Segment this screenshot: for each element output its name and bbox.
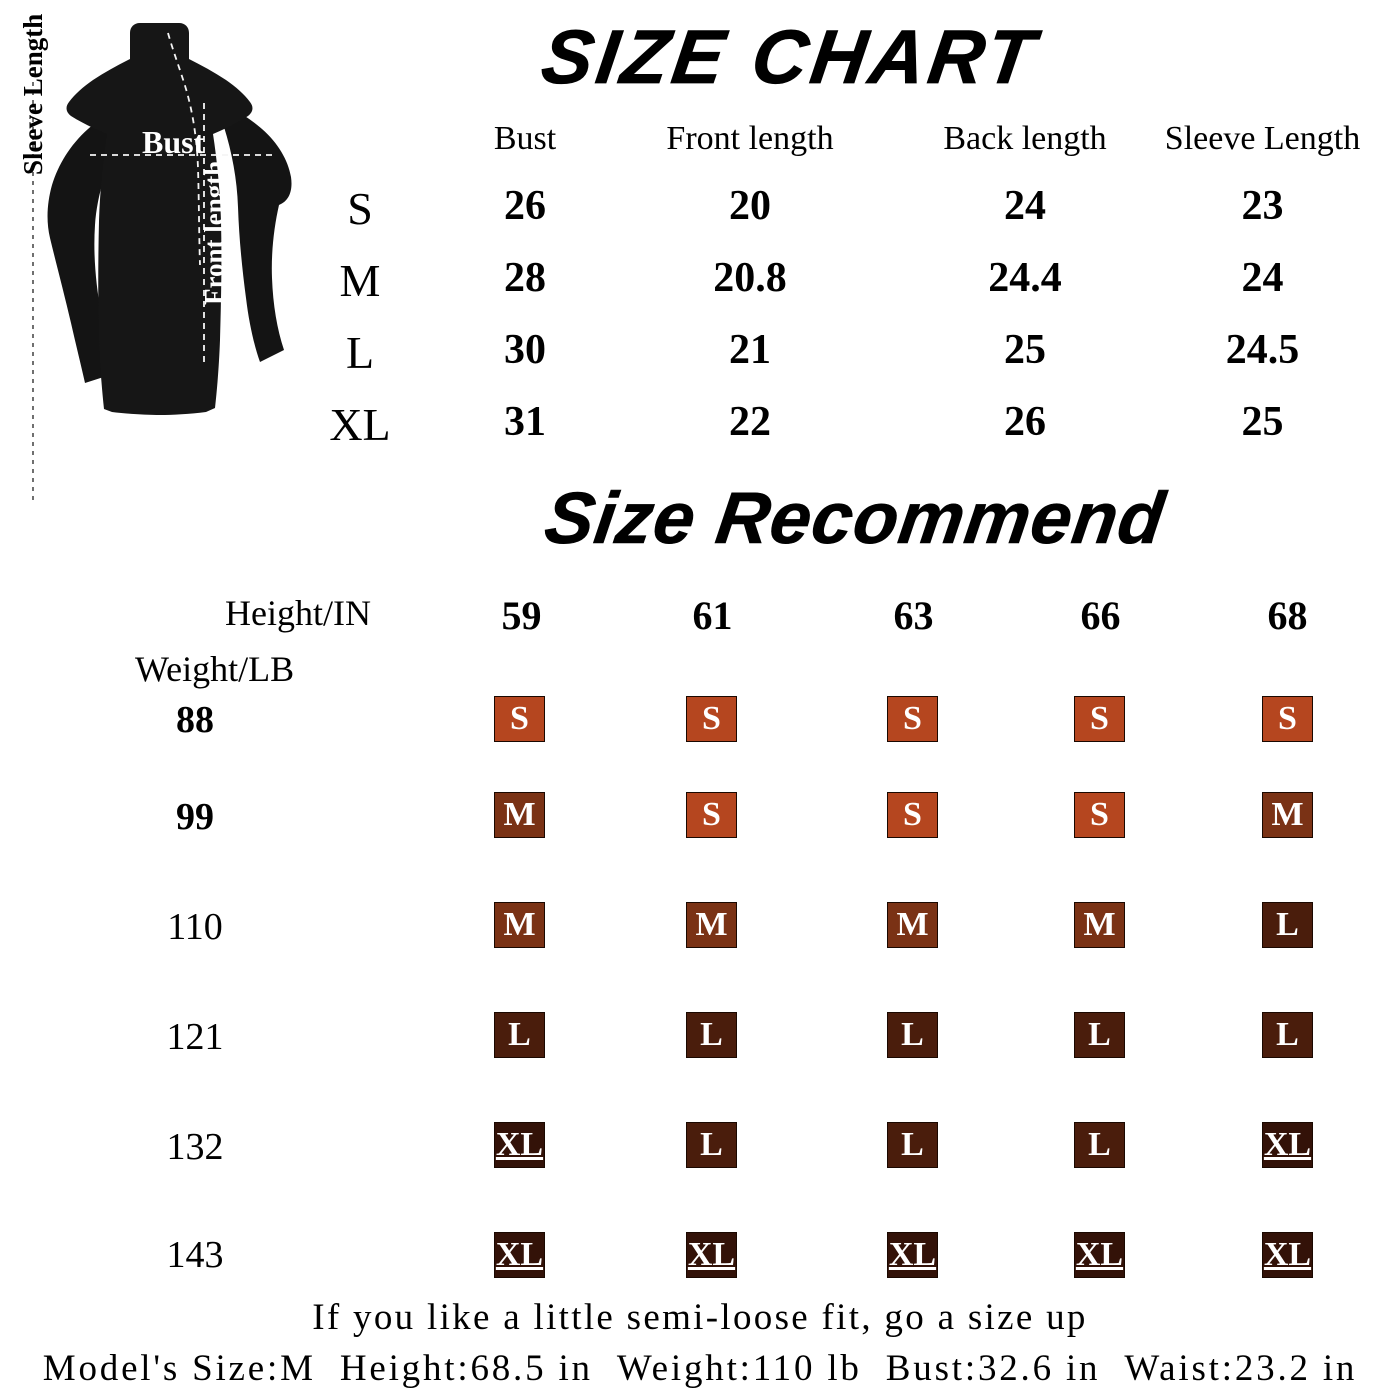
- svg-text:Bust: Bust: [142, 124, 205, 160]
- svg-text:Front length: Front length: [199, 161, 229, 305]
